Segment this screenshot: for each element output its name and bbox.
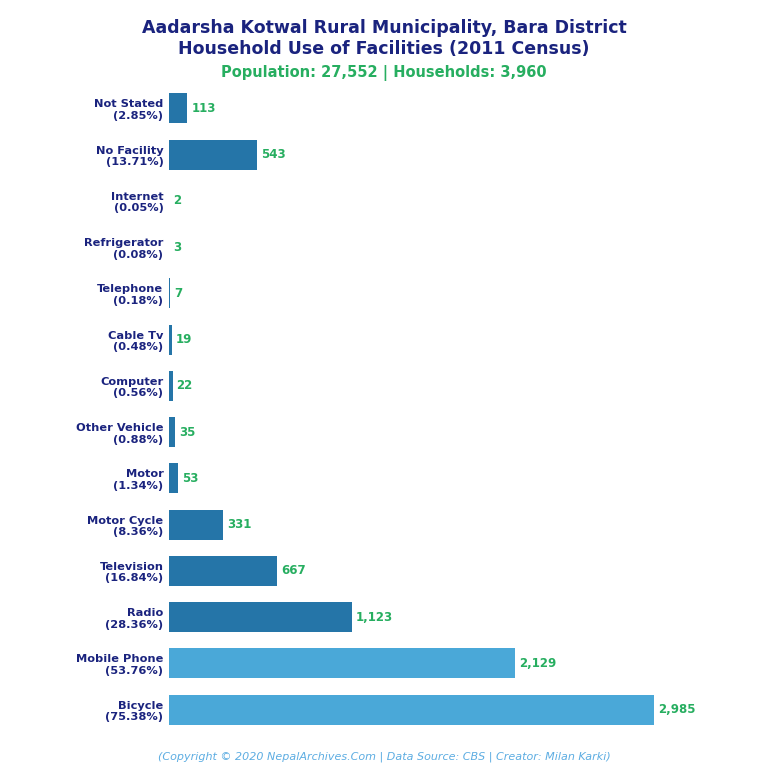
Text: 22: 22 [177, 379, 193, 392]
Text: 35: 35 [179, 425, 195, 439]
Text: (Copyright © 2020 NepalArchives.Com | Data Source: CBS | Creator: Milan Karki): (Copyright © 2020 NepalArchives.Com | Da… [157, 751, 611, 762]
Bar [169, 325, 172, 355]
Text: 53: 53 [182, 472, 198, 485]
Text: 3: 3 [174, 240, 182, 253]
Bar [169, 602, 352, 632]
Text: 19: 19 [176, 333, 193, 346]
Text: 331: 331 [227, 518, 251, 531]
Bar [169, 556, 277, 586]
Bar [169, 94, 187, 124]
Bar [169, 140, 257, 170]
Text: 2,985: 2,985 [658, 703, 696, 716]
Text: 2,129: 2,129 [519, 657, 557, 670]
Bar [169, 417, 174, 447]
Text: Population: 27,552 | Households: 3,960: Population: 27,552 | Households: 3,960 [221, 65, 547, 81]
Text: Household Use of Facilities (2011 Census): Household Use of Facilities (2011 Census… [178, 40, 590, 58]
Text: 667: 667 [282, 564, 306, 578]
Text: 1,123: 1,123 [356, 611, 392, 624]
Bar [169, 509, 223, 540]
Bar [169, 278, 170, 309]
Text: 7: 7 [174, 287, 182, 300]
Bar [169, 648, 515, 678]
Text: Aadarsha Kotwal Rural Municipality, Bara District: Aadarsha Kotwal Rural Municipality, Bara… [141, 19, 627, 37]
Bar [169, 463, 177, 493]
Bar [169, 371, 173, 401]
Text: 543: 543 [261, 148, 286, 161]
Bar [169, 694, 654, 724]
Text: 2: 2 [174, 194, 181, 207]
Text: 113: 113 [191, 102, 216, 115]
